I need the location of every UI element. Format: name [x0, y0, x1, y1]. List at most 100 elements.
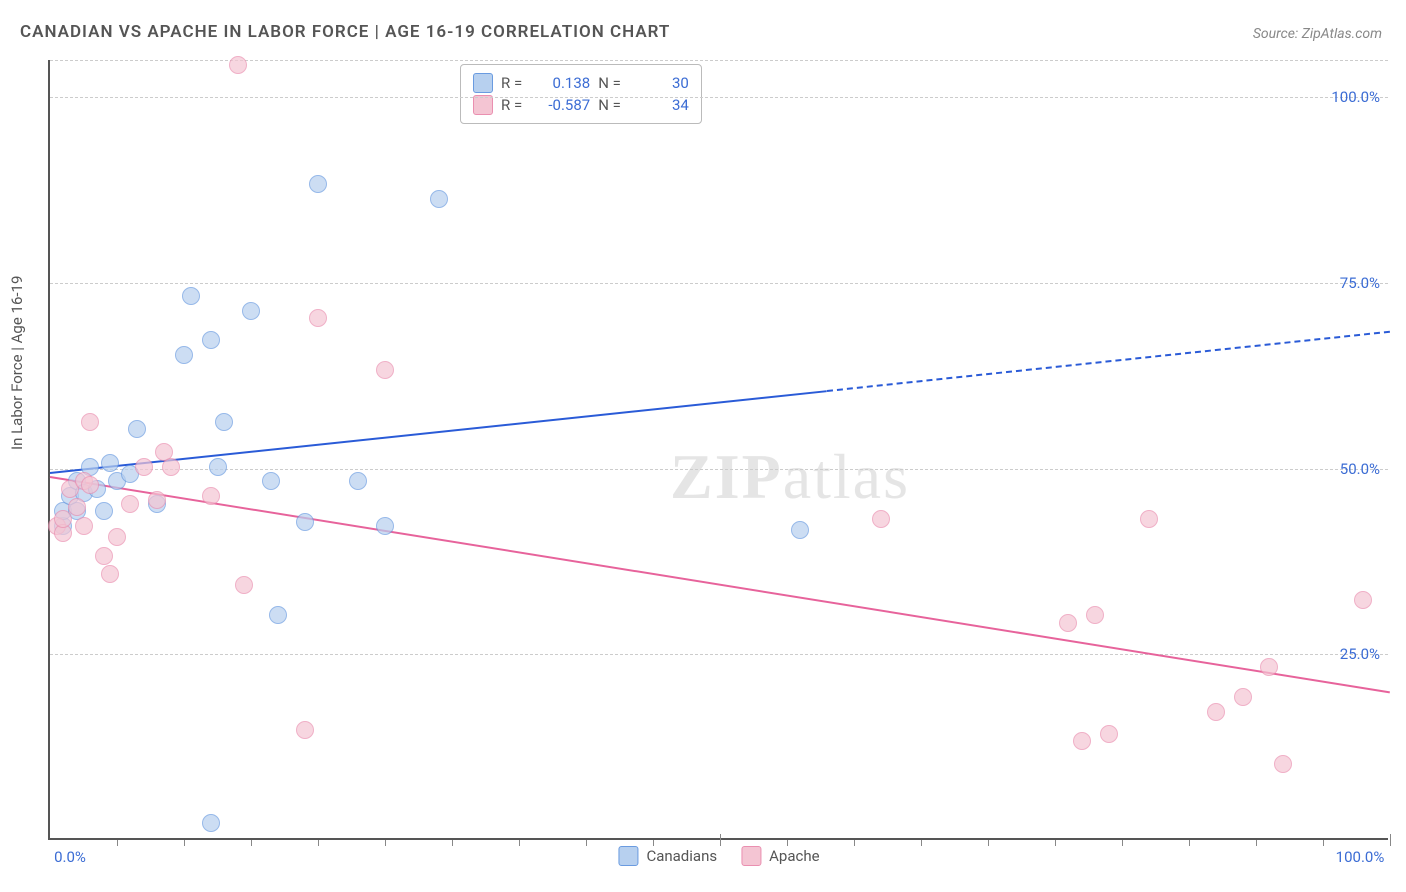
xtick: [519, 840, 520, 846]
data-point: [1354, 591, 1372, 609]
watermark-bold: ZIP: [670, 441, 783, 512]
source-attribution: Source: ZipAtlas.com: [1253, 26, 1382, 42]
data-point: [182, 287, 200, 305]
r-value-0: 0.138: [530, 74, 590, 92]
xtick: [787, 840, 788, 846]
data-point: [128, 420, 146, 438]
grid-line: [50, 469, 1388, 470]
data-point: [309, 175, 327, 193]
data-point: [95, 502, 113, 520]
data-point: [202, 331, 220, 349]
data-point: [209, 458, 227, 476]
xtick: [117, 840, 118, 846]
ytick-label: 50.0%: [1340, 460, 1380, 478]
legend-swatch-canadians: [618, 846, 638, 866]
data-point: [135, 458, 153, 476]
data-point: [1140, 510, 1158, 528]
data-point: [242, 302, 260, 320]
data-point: [791, 521, 809, 539]
ytick-label: 100.0%: [1331, 88, 1380, 106]
xtick: [385, 840, 386, 846]
xtick: [1122, 840, 1123, 846]
legend-item-canadians: Canadians: [618, 846, 717, 866]
data-point: [349, 472, 367, 490]
xtick: [1055, 840, 1056, 846]
data-point: [101, 454, 119, 472]
data-point: [81, 476, 99, 494]
xtick: [318, 840, 319, 846]
data-point: [296, 513, 314, 531]
n-label-1: N =: [598, 96, 621, 114]
xtick-label: 0.0%: [54, 848, 86, 866]
data-point: [202, 814, 220, 832]
data-point: [376, 361, 394, 379]
data-point: [1260, 658, 1278, 676]
xtick: [184, 840, 185, 846]
xtick: [1256, 840, 1257, 846]
data-point: [81, 413, 99, 431]
data-point: [202, 487, 220, 505]
data-point: [235, 576, 253, 594]
plot-area: ZIPatlas R = 0.138 N = 30 R = -0.587 N =…: [48, 60, 1388, 840]
y-axis-label: In Labor Force | Age 16-19: [8, 276, 26, 450]
n-value-1: 34: [629, 96, 689, 114]
data-point: [430, 190, 448, 208]
legend-label-canadians: Canadians: [646, 847, 717, 865]
legend-swatch-apache: [741, 846, 761, 866]
xtick: [452, 840, 453, 846]
xtick: [586, 840, 587, 846]
data-point: [1234, 688, 1252, 706]
data-point: [376, 517, 394, 535]
data-point: [296, 721, 314, 739]
n-label-0: N =: [598, 74, 621, 92]
data-point: [162, 458, 180, 476]
chart-title: CANADIAN VS APACHE IN LABOR FORCE | AGE …: [20, 22, 670, 42]
data-point: [68, 498, 86, 516]
data-point: [1100, 725, 1118, 743]
xtick: [854, 840, 855, 846]
watermark-light: atlas: [783, 441, 910, 512]
legend-item-apache: Apache: [741, 846, 819, 866]
correlation-stats-box: R = 0.138 N = 30 R = -0.587 N = 34: [460, 64, 702, 124]
watermark: ZIPatlas: [670, 440, 910, 514]
data-point: [75, 517, 93, 535]
legend: Canadians Apache: [618, 846, 819, 866]
xtick: [921, 840, 922, 846]
swatch-canadians: [473, 73, 493, 93]
r-label-0: R =: [501, 74, 522, 92]
stats-row-canadians: R = 0.138 N = 30: [473, 73, 689, 93]
data-point: [175, 346, 193, 364]
data-point: [148, 491, 166, 509]
data-point: [1207, 703, 1225, 721]
trend-line-dashed: [827, 331, 1390, 392]
data-point: [872, 510, 890, 528]
xtick: [1323, 840, 1324, 846]
source-label: Source:: [1253, 26, 1298, 42]
source-name: ZipAtlas.com: [1302, 26, 1382, 42]
data-point: [229, 56, 247, 74]
data-point: [121, 495, 139, 513]
n-value-0: 30: [629, 74, 689, 92]
data-point: [269, 606, 287, 624]
xtick-label: 100.0%: [1336, 848, 1385, 866]
data-point: [1059, 614, 1077, 632]
grid-line: [50, 654, 1388, 655]
legend-label-apache: Apache: [769, 847, 819, 865]
ytick-label: 75.0%: [1340, 274, 1380, 292]
xtick: [988, 840, 989, 846]
data-point: [1086, 606, 1104, 624]
r-value-1: -0.587: [530, 96, 590, 114]
ytick-label: 25.0%: [1340, 645, 1380, 663]
data-point: [215, 413, 233, 431]
data-point: [309, 309, 327, 327]
data-point: [1073, 732, 1091, 750]
grid-line: [50, 60, 1388, 61]
xtick: [1189, 840, 1190, 846]
data-point: [262, 472, 280, 490]
data-point: [95, 547, 113, 565]
r-label-1: R =: [501, 96, 522, 114]
chart-container: CANADIAN VS APACHE IN LABOR FORCE | AGE …: [0, 0, 1406, 892]
grid-line: [50, 283, 1388, 284]
xtick: [1390, 834, 1391, 846]
xtick: [251, 840, 252, 846]
